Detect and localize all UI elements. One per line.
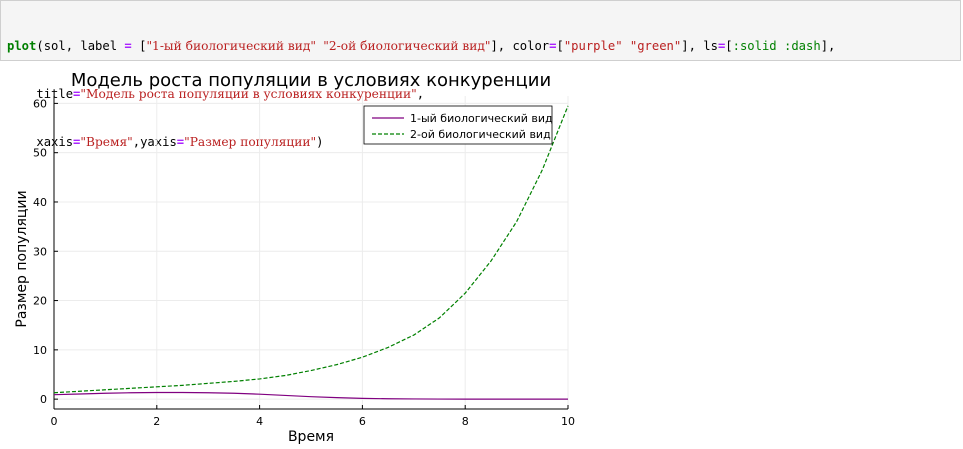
code-keyword-arg: xaxis [36, 135, 74, 149]
code-string: "1-ый биологический вид" [146, 39, 316, 53]
legend: 1-ый биологический вид 2-ой биологический… [363, 105, 553, 145]
legend-box [363, 105, 553, 145]
code-string: "Модель роста популяции в условиях конку… [80, 87, 417, 101]
code-symbol: :solid [732, 39, 777, 53]
x-tick-label: 6 [359, 415, 366, 428]
chart-title: Модель роста популяции в условиях конкур… [71, 70, 551, 91]
code-symbol: :dash [784, 39, 821, 53]
code-operator: = [73, 87, 81, 101]
code-text: (sol, label [36, 39, 125, 53]
y-tick-label: 10 [33, 344, 47, 357]
code-text: [ [725, 39, 733, 53]
y-tick-label: 0 [40, 393, 47, 406]
code-operator: = [73, 135, 81, 149]
code-text: , [416, 87, 425, 101]
code-text: ) [316, 135, 324, 149]
series-line-2 [53, 105, 569, 394]
code-keyword-arg: title [36, 87, 74, 101]
y-axis-label: Размер популяции [14, 190, 30, 327]
code-line-2: title="Модель роста популяции в условиях… [7, 86, 954, 102]
series-line-1 [53, 391, 568, 400]
code-text: , [132, 135, 141, 149]
code-operator: = [717, 39, 726, 53]
code-string: "green" [629, 39, 682, 53]
y-tick-label: 20 [33, 295, 47, 308]
series-layer [53, 105, 569, 400]
code-string: "2-ой биологический вид" [323, 39, 491, 53]
y-tick-label: 40 [33, 196, 47, 209]
code-line-1: plot(sol, label = ["1-ый биологический в… [7, 38, 954, 54]
x-tick-label: 0 [51, 415, 58, 428]
legend-label-1: 1-ый биологический вид [410, 112, 553, 125]
x-tick-label: 8 [462, 415, 469, 428]
code-string: "Время" [80, 135, 133, 149]
code-keyword-arg: yaxis [140, 135, 177, 149]
code-text [777, 39, 784, 53]
y-tick-label: 50 [33, 147, 47, 160]
plot-output: 0 2 4 6 8 10 0 10 20 30 40 50 60 1-ый биологический … [14, 70, 575, 445]
code-line-3: xaxis="Время",yaxis="Размер популяции") [7, 134, 954, 150]
x-tick-label: 4 [256, 415, 263, 428]
code-text: [ [131, 39, 147, 53]
code-function-name: plot [7, 39, 37, 53]
code-cell[interactable]: plot(sol, label = ["1-ый биологический в… [0, 0, 961, 149]
code-operator: = [549, 39, 557, 53]
y-tick-label: 60 [33, 97, 47, 110]
code-text [623, 39, 630, 53]
code-string: "purple" [563, 39, 623, 53]
code-text: ], [820, 39, 836, 53]
y-tick-label: 30 [33, 245, 47, 258]
code-operator: = [176, 135, 185, 149]
code-text: ], ls [681, 39, 718, 53]
code-operator: = [124, 39, 132, 53]
legend-label-2: 2-ой биологический вид [410, 128, 551, 141]
axes: 0 2 4 6 8 10 0 10 20 30 40 50 60 [33, 96, 575, 428]
code-text: [ [556, 39, 564, 53]
code-text: ], color [490, 39, 550, 53]
x-axis-label: Время [288, 429, 334, 445]
x-tick-label: 2 [153, 415, 160, 428]
x-tick-label: 10 [561, 415, 575, 428]
